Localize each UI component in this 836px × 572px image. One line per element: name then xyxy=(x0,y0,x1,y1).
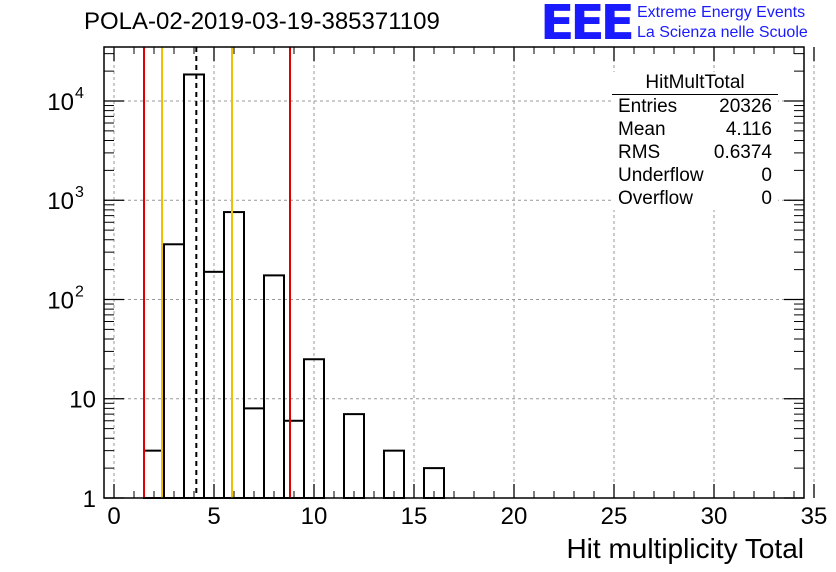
stats-row-entries: Entries 20326 xyxy=(612,95,778,118)
stats-value: 0.6374 xyxy=(713,142,772,163)
y-tick-label: 10 xyxy=(47,89,74,116)
x-tick-label: 30 xyxy=(701,503,728,530)
histogram-bar xyxy=(223,211,245,499)
y-tick-label: 10 xyxy=(69,387,96,414)
stats-value: 4.116 xyxy=(725,119,772,140)
x-tick-label: 20 xyxy=(501,503,528,530)
stats-label: Overflow xyxy=(618,188,693,209)
plot-title: POLA-02-2019-03-19-385371109 xyxy=(84,8,440,35)
stats-box: HitMultTotal Entries 20326 Mean 4.116 RM… xyxy=(612,72,778,210)
x-axis-label: Hit multiplicity Total xyxy=(566,533,804,564)
logo-text: Extreme Energy Events La Scienza nelle S… xyxy=(637,3,808,43)
stats-label: Underflow xyxy=(618,165,704,186)
stats-label: RMS xyxy=(618,142,661,163)
stats-label: Entries xyxy=(618,96,678,117)
stats-row-underflow: Underflow 0 xyxy=(612,164,778,187)
logo-line-2: La Scienza nelle Scuole xyxy=(637,24,808,41)
y-tick-exponent: 3 xyxy=(75,184,84,201)
histogram-bar xyxy=(243,407,265,499)
x-tick-label: 15 xyxy=(401,503,428,530)
axis-ticks xyxy=(104,47,815,499)
logo-line-1: Extreme Energy Events xyxy=(637,4,806,21)
y-tick-exponent: 2 xyxy=(75,283,84,300)
stats-row-overflow: Overflow 0 xyxy=(612,187,778,210)
histogram-bar xyxy=(343,413,365,499)
histogram-bar xyxy=(383,449,405,500)
x-tick-label: 35 xyxy=(801,503,828,530)
x-tick-label: 5 xyxy=(207,503,220,530)
marker-lines xyxy=(143,47,291,498)
stats-row-rms: RMS 0.6374 xyxy=(612,141,778,164)
y-tick-label: 1 xyxy=(83,486,96,513)
histogram-bar xyxy=(163,243,185,499)
x-tick-label: 10 xyxy=(301,503,328,530)
histogram-bar xyxy=(303,358,325,499)
histogram-bar xyxy=(183,73,205,500)
histogram-bar xyxy=(263,274,285,500)
stats-label: Mean xyxy=(618,119,666,140)
y-tick-label: 10 xyxy=(47,188,74,215)
stats-value: 0 xyxy=(761,188,772,209)
stats-title: HitMultTotal xyxy=(612,72,778,95)
eee-logo: EEE xyxy=(540,0,635,51)
histogram-bar xyxy=(283,419,305,500)
y-tick-exponent: 4 xyxy=(75,85,84,102)
x-tick-label: 25 xyxy=(601,503,628,530)
histogram-bars xyxy=(143,73,445,500)
y-tick-label: 10 xyxy=(47,287,74,314)
stats-row-mean: Mean 4.116 xyxy=(612,118,778,141)
stats-value: 0 xyxy=(761,165,772,186)
x-tick-label: 0 xyxy=(107,503,120,530)
stats-value: 20326 xyxy=(719,96,772,117)
